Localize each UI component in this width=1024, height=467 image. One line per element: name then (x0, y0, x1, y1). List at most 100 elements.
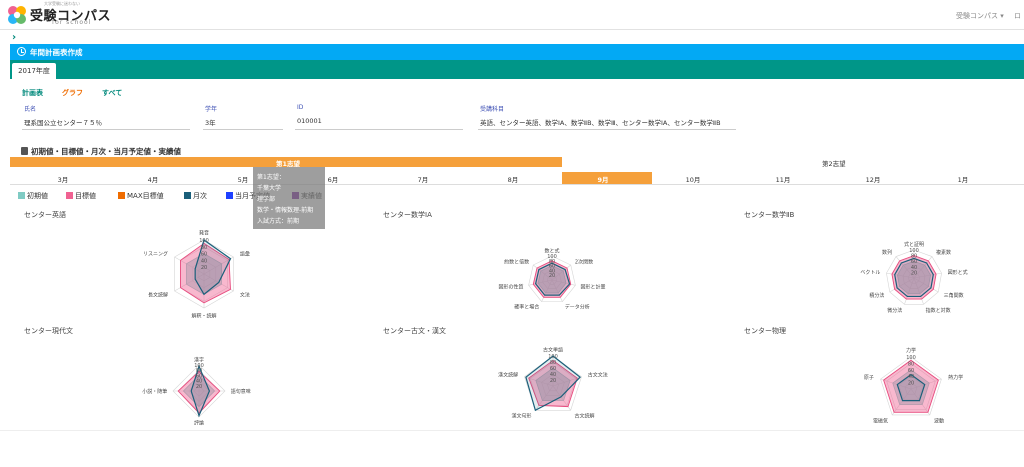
nav-more[interactable]: ロ (1014, 12, 1021, 20)
radar-grid-ring (880, 356, 942, 416)
radar-axis-label: 式と証明 (904, 241, 924, 248)
subjects-field[interactable]: 英語、センター英語、数学ⅠA、数学ⅡB、数学Ⅲ、センター数学ⅠA、センター数学Ⅱ… (480, 119, 721, 127)
radar-scale-label: 80 (550, 360, 556, 366)
radar-scale-label: 100 (548, 354, 558, 360)
year-tab-bar: 2017年度 (10, 60, 1024, 79)
legend-swatch-icon (184, 192, 191, 199)
month-header[interactable]: 6月 (327, 176, 339, 184)
radar-scale-label: 60 (908, 368, 914, 374)
legend-item[interactable]: 月次 (184, 191, 207, 201)
radar-scale-label: 80 (201, 245, 207, 251)
radar-axis-label: 長文読解 (148, 292, 168, 299)
radar-scale-label: 40 (201, 258, 207, 264)
legend-label: MAX目標値 (127, 192, 164, 200)
radar-axis-label: 確率と場合 (514, 303, 539, 310)
radar-scale-label: 100 (547, 254, 557, 260)
page-title: 年間計画表作成 (30, 48, 83, 57)
radar-axis-label: 語彙 (240, 250, 250, 257)
month-header[interactable]: 12月 (865, 176, 881, 184)
radar-scale-label: 100 (906, 355, 916, 361)
initial-series (182, 374, 216, 408)
tooltip-line: 理学部 (257, 196, 276, 203)
legend-item[interactable]: MAX目標値 (118, 191, 164, 201)
name-field[interactable]: 理系国公立センター７５％ (24, 119, 102, 127)
grade-underline (203, 129, 283, 130)
sidebar-toggle-chevron-icon[interactable]: › (12, 32, 17, 43)
legend-swatch-icon (18, 192, 25, 199)
chart-title: センター現代文 (24, 327, 73, 335)
nav-menu-dropdown[interactable]: 受験コンパス ▾ (956, 12, 1004, 20)
radar-grid-ring (529, 361, 577, 406)
radar-axis-label: 図形と計量 (581, 284, 606, 291)
month-header[interactable]: 5月 (237, 176, 249, 184)
initial-series (892, 369, 930, 405)
filter-plan-table[interactable]: 計画表 (22, 89, 43, 97)
legend-item[interactable]: 目標値 (66, 191, 96, 201)
radar-scale-label: 80 (908, 361, 914, 367)
tab-year[interactable]: 2017年度 (12, 63, 56, 79)
top-bar: 大学受験に迷わない 受験コンパス for school 受験コンパス ▾ ロ (0, 0, 1024, 30)
month-header[interactable]: 3月 (57, 176, 69, 184)
radar-axis-label: 数列 (882, 249, 892, 256)
radar-axis-label: 図形と式 (948, 269, 968, 276)
radar-axis-label: 数と式 (544, 248, 559, 255)
month-header[interactable]: 7月 (417, 176, 429, 184)
radar-axis-label: 三角関数 (944, 292, 964, 299)
radar-axis-label: 微分法 (887, 307, 902, 314)
monthly-series (894, 257, 934, 298)
chart-title: センター英語 (24, 211, 66, 219)
radar-scale-label: 80 (911, 254, 917, 260)
tooltip-line: 第1志望： (257, 174, 285, 181)
radar-scale-label: 100 (194, 363, 204, 369)
radar-scale-label: 20 (550, 378, 556, 384)
radar-scale-label: 40 (549, 268, 555, 274)
radar-axis-label: 古文文法 (588, 372, 608, 379)
radar-axis-label: 原子 (864, 374, 874, 381)
month-header[interactable]: 1月 (957, 176, 969, 184)
radar-axis-label: 積分法 (869, 292, 884, 299)
month-header[interactable]: 10月 (685, 176, 701, 184)
logo-tagline: 大学受験に迷わない (44, 1, 80, 6)
radar-scale-label: 40 (908, 374, 914, 380)
page-header-band: 年間計画表作成 (10, 44, 1024, 60)
logo-subtitle: for school (52, 19, 92, 26)
radar-axis-label: リスニング (143, 250, 168, 257)
target-series (177, 370, 221, 414)
legend-item[interactable]: 当月予定値 (226, 191, 270, 201)
radar-scale-label: 60 (196, 373, 202, 379)
name-label: 氏名 (24, 106, 37, 113)
legend-swatch-icon (66, 192, 73, 199)
radar-axis-label: 力学 (906, 347, 916, 354)
grade-label: 学年 (205, 106, 218, 113)
filter-graph[interactable]: グラフ (62, 89, 83, 97)
monthly-series (190, 364, 211, 418)
id-field[interactable]: 010001 (297, 117, 322, 125)
radar-axis-label: 複素数 (936, 249, 951, 256)
chart-title: センター古文・漢文 (383, 327, 446, 335)
radar-scale-label: 40 (550, 372, 556, 378)
filter-all[interactable]: すべて (102, 89, 123, 97)
month-header[interactable]: 11月 (775, 176, 791, 184)
month-header[interactable]: 8月 (507, 176, 519, 184)
compass-logo-icon[interactable] (4, 2, 30, 28)
tooltip-line: 数学・情報数理-前期 (257, 207, 314, 214)
radar-axis-label: 漢文読解 (498, 372, 518, 379)
radar-axis-label: 小説・随筆 (142, 388, 167, 395)
section-title: 初期値・目標値・月次・当月予定値・実績値 (31, 147, 181, 156)
month-header[interactable]: 4月 (147, 176, 159, 184)
logo-title[interactable]: 受験コンパス (30, 9, 112, 24)
radar-scale-label: 20 (908, 381, 914, 387)
month-header[interactable]: 9月 (597, 176, 609, 184)
radar-axis-label: 漢文句形 (511, 413, 531, 420)
radar-axis-label: 漢字 (194, 356, 204, 363)
name-underline (22, 129, 190, 130)
legend-swatch-icon (226, 192, 233, 199)
chart-tooltip: 第1志望： 千葉大学 理学部 数学・情報数理-前期 入試方式：前期 (253, 167, 325, 229)
id-underline (295, 129, 463, 130)
grade-field[interactable]: 3年 (205, 119, 216, 127)
person-icon (21, 147, 28, 155)
radar-axis-label: 図形の性質 (498, 284, 523, 291)
first-choice-label: 第1志望 (276, 160, 301, 168)
legend-item[interactable]: 初期値 (18, 191, 48, 201)
